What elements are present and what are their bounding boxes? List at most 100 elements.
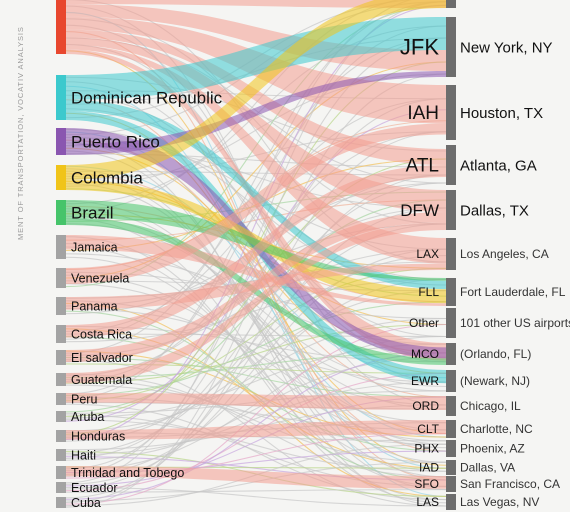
flow-links	[65, 0, 447, 508]
destination-city-phoenix-az: Phoenix, AZ	[460, 442, 525, 456]
origin-label-haiti: Haiti	[71, 448, 96, 462]
flow-ribbon	[66, 212, 446, 362]
destination-city-charlotte-nc: Charlotte, NC	[460, 422, 533, 436]
flow-ribbon	[66, 222, 446, 384]
flow-line	[65, 378, 447, 463]
origin-label-el-salvador: El salvador	[71, 351, 133, 365]
origin-node-jamaica	[56, 235, 66, 259]
destination-city-san-francisco-ca: San Francisco, CA	[460, 477, 560, 491]
flow-ribbon	[66, 466, 446, 489]
flow-line	[65, 109, 447, 422]
destination-node-ewr	[446, 370, 456, 392]
flow-line	[65, 278, 447, 343]
origin-node-colombia	[56, 165, 66, 190]
origin-node-haiti	[56, 449, 66, 461]
flow-line	[65, 323, 447, 384]
destination-code-fll: FLL	[418, 285, 439, 299]
destination-code-jfk: JFK	[400, 35, 439, 60]
origin-label-colombia: Colombia	[71, 168, 143, 187]
destination-city-chicago-il: Chicago, IL	[460, 399, 521, 413]
origin-label-costa-rica: Costa Rica	[71, 327, 132, 341]
flow-ribbon	[66, 0, 446, 8]
destination-code-iah: IAH	[407, 103, 439, 124]
origin-node-cuba	[56, 497, 66, 508]
origin-label-aruba: Aruba	[71, 410, 104, 424]
destination-node-dest-0	[446, 0, 456, 8]
destination-code-lax: LAX	[416, 247, 439, 261]
destination-city-dallas-va: Dallas, VA	[460, 461, 515, 475]
origin-label-peru: Peru	[71, 392, 97, 406]
destination-city-los-angeles-ca: Los Angeles, CA	[460, 247, 549, 261]
destination-code-ord: ORD	[412, 399, 439, 413]
destination-node-fll	[446, 278, 456, 306]
origin-node-brazil	[56, 200, 66, 225]
flow-ribbon	[66, 17, 446, 100]
destination-code-ewr: EWR	[411, 374, 439, 388]
destination-city-dallas-tx: Dallas, TX	[460, 202, 529, 219]
origin-label-honduras: Honduras	[71, 429, 125, 443]
origin-node-dominican-republic	[56, 75, 66, 120]
flow-line	[65, 381, 447, 456]
origin-node-honduras	[56, 430, 66, 442]
flow-ribbon	[66, 200, 446, 281]
flow-line	[65, 419, 447, 472]
origin-label-puerto-rico: Puerto Rico	[71, 132, 160, 151]
destination-code-mco: MCO	[411, 347, 439, 361]
origin-label-cuba: Cuba	[71, 496, 101, 510]
destination-city-houston-tx: Houston, TX	[460, 105, 543, 122]
destination-node-las	[446, 494, 456, 510]
destination-node-jfk	[446, 17, 456, 77]
flow-ribbon	[66, 123, 446, 284]
origin-label-panama: Panama	[71, 299, 118, 313]
destination-code-atl: ATL	[406, 156, 439, 177]
flow-ribbon	[66, 99, 446, 290]
destination-node-other	[446, 308, 456, 338]
flow-line	[65, 403, 447, 501]
origin-label-trinidad-and-tobego: Trinidad and Tobego	[71, 466, 184, 480]
destination-node-clt	[446, 420, 456, 438]
flow-line	[65, 308, 447, 383]
flow-ribbon	[66, 393, 446, 410]
flow-ribbon	[66, 45, 446, 264]
origin-node-guatemala	[56, 373, 66, 386]
destination-node-dfw	[446, 190, 456, 230]
origin-node-trinidad-and-tobego	[56, 466, 66, 479]
destination-node-lax	[446, 238, 456, 270]
destination-city-fort-lauderdale-fl: Fort Lauderdale, FL	[460, 285, 566, 299]
destination-city-atlanta-ga: Atlanta, GA	[460, 157, 537, 174]
origin-node-venezuela	[56, 268, 66, 288]
origin-label-ecuador: Ecuador	[71, 481, 118, 495]
flow-line	[65, 486, 447, 507]
destination-node-atl	[446, 145, 456, 185]
origin-node-origin-0	[56, 0, 66, 54]
origin-node-ecuador	[56, 482, 66, 493]
origin-label-jamaica: Jamaica	[71, 240, 118, 254]
destination-node-sfo	[446, 476, 456, 492]
flow-ribbon	[66, 29, 446, 166]
flow-ribbon	[66, 0, 446, 180]
origin-label-venezuela: Venezuela	[71, 271, 129, 285]
destination-node-iad	[446, 460, 456, 475]
origin-label-guatemala: Guatemala	[71, 373, 132, 387]
flow-line	[65, 317, 447, 432]
origin-label-dominican-republic: Dominican Republic	[71, 88, 223, 107]
flow-ribbon	[66, 37, 446, 212]
origin-node-aruba	[56, 411, 66, 422]
destination-city-las-vegas-nv: Las Vegas, NV	[460, 495, 539, 509]
destination-node-mco	[446, 343, 456, 365]
destination-code-other: Other	[409, 316, 439, 330]
destination-city-101-other-us-airports: 101 other US airports	[460, 316, 570, 330]
flow-line	[65, 363, 447, 374]
destination-code-clt: CLT	[417, 422, 439, 436]
destination-code-las: LAS	[416, 495, 439, 509]
destination-code-dfw: DFW	[400, 201, 439, 220]
origin-node-costa-rica	[56, 325, 66, 343]
flow-ribbon	[66, 420, 446, 440]
destination-node-iah	[446, 85, 456, 140]
origin-node-panama	[56, 297, 66, 315]
destination-code-phx: PHX	[414, 442, 439, 456]
destination-city-orlando-fl: (Orlando, FL)	[460, 347, 531, 361]
destination-code-sfo: SFO	[414, 477, 439, 491]
destination-node-ord	[446, 396, 456, 416]
destination-city-newark-nj: (Newark, NJ)	[460, 374, 530, 388]
